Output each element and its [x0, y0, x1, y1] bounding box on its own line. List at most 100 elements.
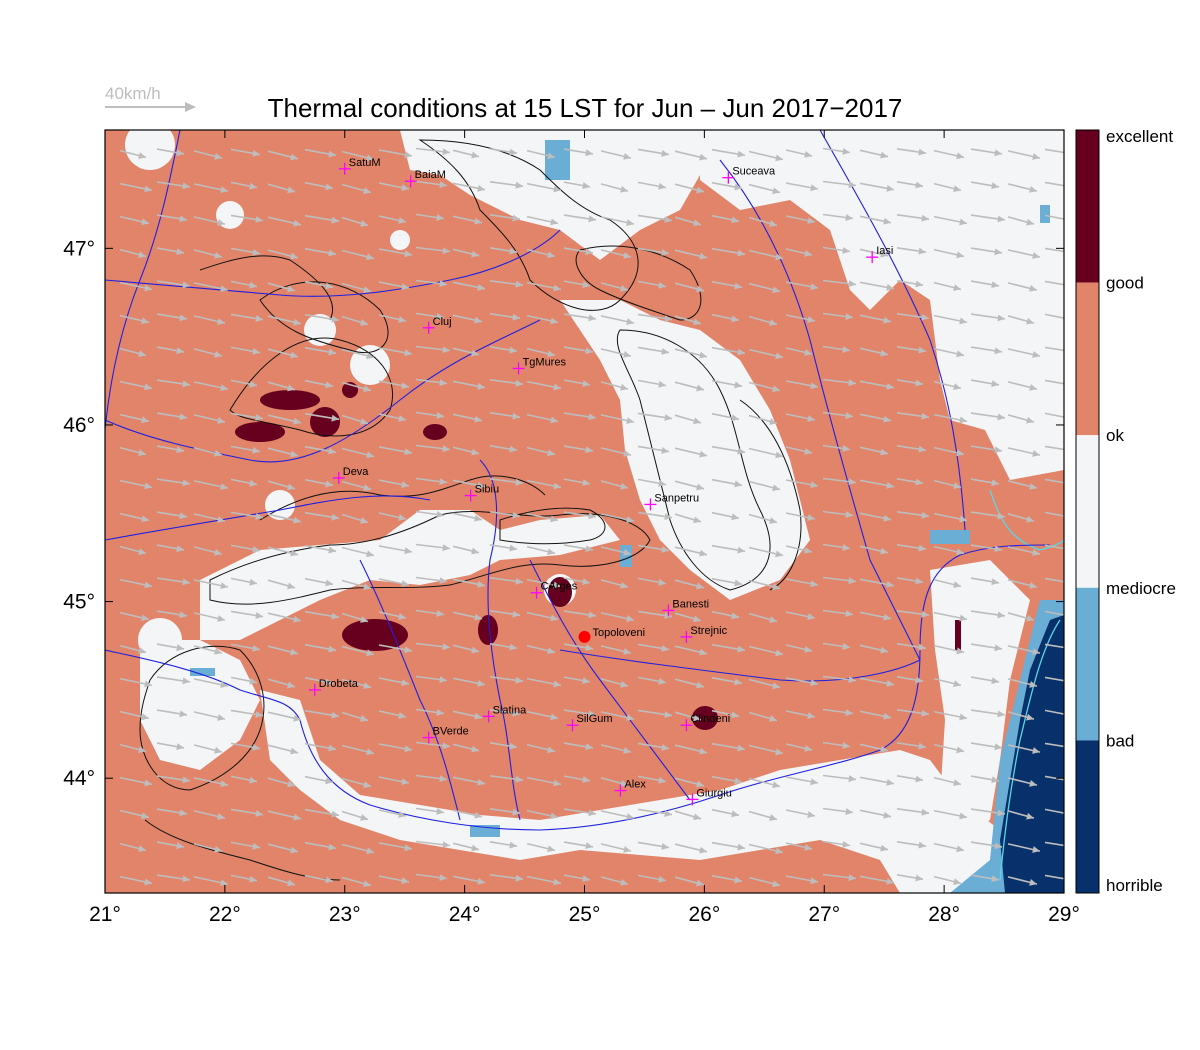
wind-arrowhead — [731, 513, 739, 521]
wind-arrowhead — [176, 743, 184, 751]
wind-arrowhead — [991, 776, 999, 784]
wind-arrowhead — [550, 812, 558, 820]
wind-arrowhead — [804, 249, 812, 257]
wind-reference-legend: 40km/h — [105, 84, 196, 112]
wind-arrowhead — [249, 380, 257, 388]
map-panel: SatuM BaiaM Suceava Iasi Cluj TgMures Deva Sibi… — [105, 130, 1075, 893]
wind-arrowhead — [220, 285, 228, 293]
wind-arrowhead — [290, 450, 298, 458]
wind-arrows — [119, 147, 1075, 888]
wind-arrowhead — [547, 350, 555, 358]
wind-arrowhead — [658, 380, 666, 388]
wind-arrowhead — [880, 844, 888, 852]
wind-arrowhead — [214, 548, 222, 556]
wind-arrowhead — [287, 681, 295, 689]
city-label: TgMures — [523, 356, 567, 368]
highlight-point-marker — [578, 630, 591, 643]
wind-arrowhead — [737, 249, 745, 257]
wind-arrowhead — [731, 216, 739, 224]
wind-arrowhead — [699, 450, 707, 458]
wind-arrowhead — [220, 186, 228, 194]
wind-arrowhead — [804, 744, 812, 752]
wind-arrowhead — [182, 182, 190, 190]
wind-arrowhead — [997, 710, 1005, 718]
city-marker: SatuM — [338, 157, 381, 175]
wind-arrowhead — [810, 679, 818, 687]
wind-arrowhead — [991, 182, 999, 190]
wind-arrowhead — [886, 778, 894, 786]
mediocre-patch — [545, 140, 570, 180]
wind-arrowhead — [442, 247, 450, 255]
city-marker: Cluj — [422, 316, 452, 334]
wind-arrowhead — [626, 615, 634, 622]
wind-arrowhead — [883, 316, 891, 324]
contour-line — [209, 510, 651, 605]
wind-arrowhead — [918, 445, 926, 453]
wind-arrowhead — [658, 281, 666, 289]
wind-arrowhead — [220, 879, 228, 887]
wind-arrowhead — [474, 613, 482, 621]
wind-arrowhead — [810, 580, 818, 588]
wind-arrowhead — [547, 251, 555, 259]
wind-arrowhead — [287, 780, 295, 788]
city-label: Deva — [343, 466, 370, 478]
wind-arrowhead — [220, 681, 228, 689]
wind-arrowhead — [848, 874, 856, 882]
wind-arrowhead — [956, 647, 964, 655]
wind-arrowhead — [769, 418, 777, 425]
wind-arrowhead — [325, 480, 333, 488]
wind-arrowhead — [366, 253, 374, 261]
wind-arrowhead — [921, 511, 929, 519]
contour-line — [199, 255, 334, 321]
wind-arrowhead — [509, 643, 517, 651]
wind-arrowhead — [956, 746, 964, 754]
wind-arrowhead — [848, 676, 856, 684]
wind-arrowhead — [550, 317, 558, 325]
wind-arrowhead — [959, 713, 967, 721]
wind-arrowhead — [886, 580, 894, 588]
wind-arrowhead — [959, 614, 967, 622]
wind-arrowhead — [401, 778, 409, 785]
wind-arrowhead — [1032, 549, 1040, 556]
wind-arrowhead — [363, 484, 371, 491]
wind-arrowhead — [1032, 846, 1040, 853]
wind-arrowhead — [1029, 878, 1037, 886]
city-label: Strejnic — [690, 625, 727, 637]
wind-arrowhead — [588, 413, 596, 421]
wind-arrowhead — [620, 878, 628, 886]
wind-arrowhead — [331, 513, 339, 521]
wind-arrowhead — [588, 710, 596, 718]
wind-arrowhead — [848, 775, 856, 783]
wind-arrowhead — [290, 846, 298, 854]
wind-arrowhead — [550, 614, 558, 622]
wind-arrowhead — [585, 248, 593, 256]
wind-arrowhead — [693, 219, 701, 227]
wind-arrowhead — [1067, 480, 1075, 487]
ok-patch — [216, 201, 244, 229]
wind-reference-arrowhead — [185, 102, 196, 112]
wind-arrowhead — [550, 515, 558, 523]
wind-arrowhead — [1067, 876, 1075, 883]
ok-patch — [125, 130, 175, 170]
wind-arrowhead — [1029, 185, 1037, 193]
colorbar-segment — [1076, 435, 1099, 588]
wind-arrowhead — [772, 781, 780, 789]
contour-line — [259, 475, 546, 521]
wind-arrowhead — [141, 218, 149, 226]
map-axes: 21° 22° 23° 24° 25° 26° 27° 28° 29° 44° 45° 46° 47° — [63, 130, 1080, 926]
wind-arrowhead — [1026, 416, 1034, 424]
wind-arrowhead — [588, 512, 596, 520]
wind-arrowhead — [217, 714, 225, 721]
wind-arrowhead — [509, 742, 517, 750]
wind-arrowhead — [214, 251, 222, 259]
wind-arrowhead — [886, 283, 894, 291]
wind-arrowhead — [994, 347, 1002, 355]
wind-arrowhead — [664, 315, 672, 322]
wind-arrowhead — [553, 779, 561, 787]
wind-arrowhead — [658, 182, 666, 190]
wind-arrowhead — [696, 384, 704, 392]
wind-arrowhead — [398, 217, 406, 224]
wind-arrowhead — [991, 677, 999, 685]
wind-arrowhead — [179, 809, 187, 817]
wind-arrowhead — [363, 781, 371, 788]
